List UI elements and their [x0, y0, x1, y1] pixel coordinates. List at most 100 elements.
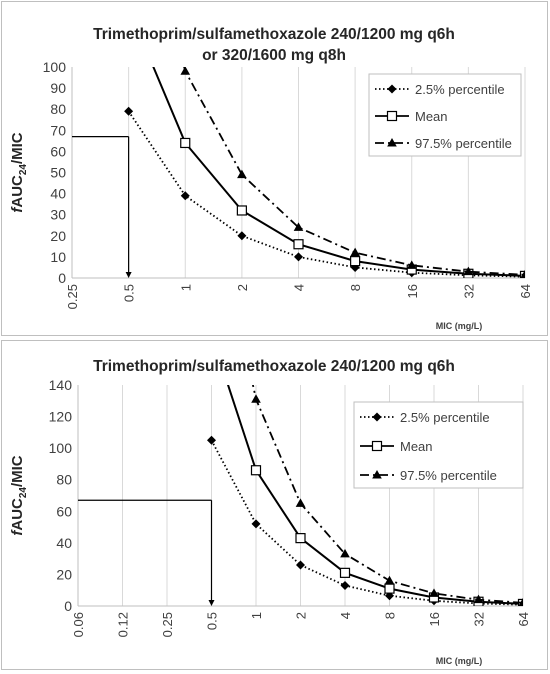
legend: 2.5% percentile Mean 97.5% percentile — [368, 73, 522, 157]
data-point — [180, 67, 191, 75]
x-tick-label: 1 — [249, 612, 264, 619]
legend-marker — [387, 84, 397, 94]
x-tick-label: 2 — [294, 612, 309, 619]
legend-item: 97.5% percentile — [360, 468, 497, 483]
x-tick-label: 32 — [472, 612, 487, 626]
x-tick-label: 16 — [405, 284, 420, 298]
legend-box — [353, 401, 524, 489]
data-point — [340, 548, 350, 558]
data-point — [251, 394, 261, 403]
reference-arrowhead — [208, 600, 215, 606]
x-tick-label: 4 — [292, 284, 307, 291]
x-axis-label: MIC (mg/L) — [436, 321, 483, 331]
legend-item: 2.5% percentile — [360, 410, 490, 425]
y-tick-label: 80 — [56, 472, 72, 488]
legend-label: 97.5% percentile — [400, 468, 497, 483]
x-tick-label: 4 — [338, 612, 353, 619]
chart-title-line2: or 320/1600 mg q8h — [202, 47, 346, 64]
data-point — [250, 465, 262, 476]
y-tick-label: 50 — [50, 165, 66, 181]
y-tick-label: 60 — [50, 143, 66, 159]
x-tick-label: 2 — [235, 284, 250, 291]
x-tick-label: 0.12 — [116, 612, 131, 637]
series-line — [252, 385, 523, 604]
data-point — [295, 533, 306, 544]
data-point — [429, 588, 439, 597]
legend-item: 97.5% percentile — [375, 136, 512, 151]
y-tick-label: 100 — [43, 59, 67, 75]
y-tick-label: 0 — [64, 598, 72, 614]
data-point — [406, 260, 417, 269]
x-tick-labels: 0.06 0.12 0.25 0.5 1 2 4 8 16 32 64 — [71, 612, 531, 637]
data-point — [339, 567, 351, 578]
data-point — [237, 169, 247, 179]
legend: 2.5% percentile Mean 97.5% percentile — [353, 401, 524, 489]
reference-arrowhead — [125, 272, 132, 278]
legend-item: Mean — [360, 439, 433, 454]
x-tick-label: 8 — [348, 284, 363, 291]
legend-label: Mean — [415, 109, 448, 124]
y-tick-label: 10 — [50, 249, 66, 265]
x-tick-label: 32 — [461, 284, 476, 298]
x-tick-label: 8 — [383, 612, 398, 619]
data-point — [251, 519, 261, 529]
y-axis-label: fAUC24/MIC — [9, 455, 29, 535]
data-point — [473, 594, 484, 604]
chart-top: Trimethoprim/sulfamethoxazole 240/1200 m… — [9, 26, 533, 331]
legend-marker — [387, 138, 397, 147]
x-tick-label: 0.5 — [122, 284, 137, 302]
y-tick-label: 140 — [49, 377, 73, 393]
series-3 — [251, 385, 523, 606]
legend-label: 2.5% percentile — [415, 82, 505, 97]
y-tick-label: 20 — [56, 566, 72, 582]
chart-title: Trimethoprim/sulfamethoxazole 240/1200 m… — [93, 358, 455, 375]
series-line — [210, 439, 523, 606]
reference-line — [78, 499, 215, 606]
chart-title-line1: Trimethoprim/sulfamethoxazole 240/1200 m… — [93, 358, 455, 375]
data-point — [350, 256, 361, 267]
chart-title-line1: Trimethoprim/sulfamethoxazole 240/1200 m… — [93, 26, 455, 43]
x-tick-label: 1 — [178, 284, 193, 291]
y-tick-label: 60 — [56, 503, 72, 519]
y-tick-label: 40 — [50, 186, 66, 202]
y-tick-label: 70 — [50, 122, 66, 138]
y-axis-label: fAUC24/MIC — [9, 132, 29, 212]
data-point — [463, 266, 474, 276]
y-tick-label: 80 — [50, 101, 66, 117]
data-point — [294, 252, 303, 262]
x-tick-label: 0.06 — [71, 612, 86, 637]
data-point — [295, 498, 306, 507]
series-line — [227, 385, 523, 605]
data-point — [180, 191, 190, 201]
y-tick-label: 0 — [58, 270, 66, 286]
x-tick-label: 0.25 — [65, 284, 80, 309]
legend-marker — [372, 470, 382, 479]
data-point — [520, 269, 525, 278]
chart-title: Trimethoprim/sulfamethoxazole 240/1200 m… — [93, 26, 455, 64]
x-tick-label: 0.25 — [160, 612, 175, 637]
data-point — [207, 435, 216, 445]
data-point — [236, 205, 247, 216]
data-point — [293, 239, 304, 250]
legend-label: Mean — [400, 439, 433, 454]
legend-label: 97.5% percentile — [415, 136, 512, 151]
y-tick-labels: 0 10 20 30 40 50 60 70 80 90 100 — [43, 59, 67, 286]
chart-panel-top: Trimethoprim/sulfamethoxazole 240/1200 m… — [1, 1, 548, 336]
data-point — [384, 575, 395, 585]
data-point — [385, 591, 394, 601]
data-point — [237, 231, 247, 241]
series-3 — [180, 67, 525, 278]
y-tick-label: 100 — [49, 440, 73, 456]
legend-label: 2.5% percentile — [400, 410, 490, 425]
y-tick-labels: 0 20 40 60 80 100 120 140 — [49, 377, 73, 614]
data-point — [340, 580, 350, 590]
legend-marker — [372, 412, 382, 422]
x-tick-label: 64 — [518, 284, 533, 298]
x-tick-labels: 0.25 0.5 1 2 4 8 16 32 64 — [65, 284, 533, 309]
y-tick-label: 30 — [50, 207, 66, 223]
data-point — [350, 247, 360, 257]
x-axis-label: MIC (mg/L) — [436, 656, 483, 666]
chart-bottom: Trimethoprim/sulfamethoxazole 240/1200 m… — [9, 358, 531, 666]
series-line — [127, 110, 525, 278]
reference-line — [72, 136, 132, 278]
